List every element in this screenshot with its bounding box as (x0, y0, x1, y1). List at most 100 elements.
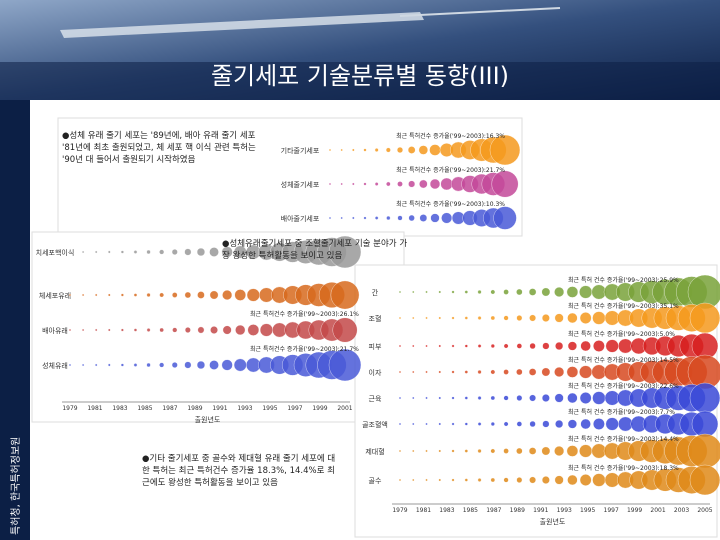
x-tick-label: 1997 (604, 507, 619, 514)
bubble (259, 323, 273, 337)
x-tick-label: 2005 (697, 507, 712, 514)
bubble (425, 316, 428, 320)
x-tick-label: 1979 (392, 507, 407, 514)
bubble (516, 315, 523, 321)
bubble (184, 361, 192, 369)
bubble (222, 325, 232, 335)
bubble (438, 290, 442, 294)
note: ●기타 줄기세포 중 골수와 제대혈 유래 줄기 세포에 대한 특허는 최근 특… (142, 454, 336, 488)
bubble (528, 288, 537, 296)
bubble (385, 147, 391, 153)
bubble (221, 359, 233, 371)
bubble (579, 312, 592, 324)
bubble (398, 449, 402, 453)
row-label: 배아유래 (42, 326, 68, 335)
x-tick-label: 1993 (237, 405, 252, 412)
bubble (81, 363, 85, 367)
bubble (503, 369, 509, 375)
bubble (529, 420, 536, 428)
bubble (555, 341, 564, 351)
bubble (425, 449, 428, 453)
bubble (184, 291, 192, 299)
bubble (398, 344, 402, 348)
bubble (68, 293, 72, 297)
bubble (81, 328, 85, 332)
bubble (579, 365, 593, 379)
bubble (451, 316, 455, 320)
annotation: 최근 특허건수 증가율('99~2003):21.7% (250, 345, 359, 353)
bubble (566, 366, 579, 378)
title-bar (0, 62, 720, 100)
row-label: 간 (372, 288, 379, 297)
bubble (503, 395, 509, 401)
bubble (412, 370, 415, 374)
bubble (516, 395, 523, 401)
bubble (477, 422, 482, 426)
annotation: 최근 특허건수 증가율('99~2003):21.7% (396, 166, 505, 174)
bubble (491, 170, 519, 198)
bubble (221, 246, 233, 258)
bubble (222, 289, 233, 301)
bubble (351, 182, 355, 186)
bubble (529, 476, 537, 484)
bubble (171, 249, 178, 255)
bubble (503, 289, 509, 295)
bubble (81, 250, 85, 254)
bubble (418, 145, 429, 155)
bubble (451, 396, 455, 400)
bubble (580, 340, 591, 352)
x-tick-label: 2003 (674, 507, 689, 514)
bubble (477, 448, 482, 454)
bubble (247, 324, 260, 336)
bubble (541, 394, 550, 402)
bubble (397, 181, 403, 187)
bubble (490, 477, 496, 483)
x-tick-label: 1983 (439, 507, 454, 514)
annotation: 최근 특허 건수 증가율('99~2003):35.1% (568, 302, 679, 310)
x-tick-label: 1993 (557, 507, 572, 514)
row-label: 기타줄기세포 (281, 146, 320, 155)
x-axis-label: 출원년도 (540, 517, 566, 526)
bubble (464, 449, 469, 453)
bubble (196, 247, 206, 257)
bubble (567, 474, 578, 486)
bubble (477, 344, 482, 348)
x-tick-label: 1997 (287, 405, 302, 412)
bubble (451, 290, 455, 294)
row-label: 근육 (369, 395, 382, 403)
bubble (246, 288, 260, 302)
bubble (592, 311, 606, 325)
bubble (541, 476, 550, 484)
bubble (328, 148, 332, 152)
bubble (120, 250, 124, 254)
x-tick-label: 1987 (486, 507, 501, 514)
bubble (464, 422, 468, 426)
row-label: 조혈 (369, 314, 382, 323)
x-tick-label: 1985 (463, 507, 478, 514)
bubble (209, 290, 219, 300)
bubble (438, 396, 442, 400)
bubble (464, 370, 469, 374)
bubble (408, 214, 415, 222)
x-tick-label: 1995 (262, 405, 277, 412)
note: ●성체유래줄기세포 중 조혈줄기세포 기술 분야가 가장 왕성한 특허활동을 보… (222, 239, 408, 261)
bubble (412, 316, 415, 320)
row-label: 성체유래 (42, 361, 68, 370)
bubble (107, 363, 111, 367)
annotation: 최근 특허 건수 증가율('99~2003):25.9% (568, 276, 679, 284)
bubble (477, 478, 482, 482)
bubble (441, 212, 453, 224)
bubble (133, 250, 138, 254)
x-tick-label: 1991 (212, 405, 227, 412)
bubble (516, 421, 523, 427)
bubble (398, 478, 402, 482)
x-tick-label: 2001 (650, 507, 665, 514)
x-tick-label: 1989 (187, 405, 202, 412)
bubble (425, 478, 428, 482)
bubble (438, 344, 442, 348)
annotation: 최근 특허건수 증가율('99~2003):26.1% (250, 310, 359, 318)
bubble (386, 215, 391, 221)
bubble (464, 396, 468, 400)
bubble (412, 478, 415, 482)
bubble (464, 344, 468, 348)
